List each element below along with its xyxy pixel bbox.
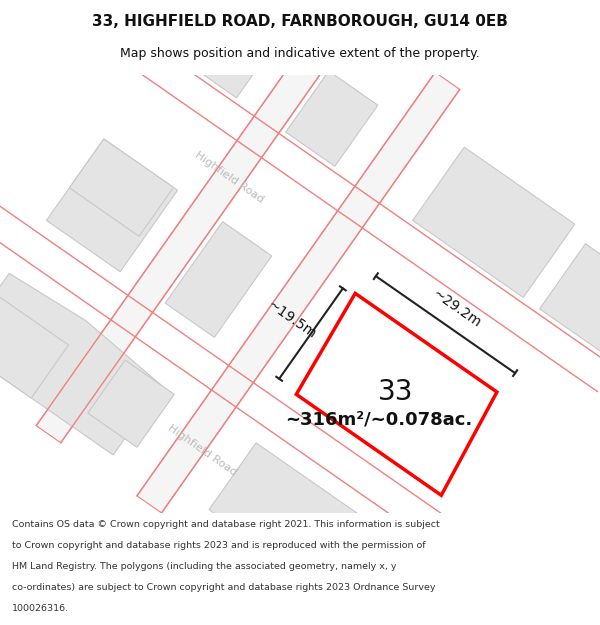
Polygon shape [413,147,575,298]
Polygon shape [175,0,285,98]
Polygon shape [209,442,362,584]
Polygon shape [430,575,552,625]
Text: Highfield Road: Highfield Road [193,150,265,205]
Polygon shape [88,360,174,448]
Text: Map shows position and indicative extent of the property.: Map shows position and indicative extent… [120,48,480,61]
Text: ~316m²/~0.078ac.: ~316m²/~0.078ac. [285,410,472,428]
Text: to Crown copyright and database rights 2023 and is reproduced with the permissio: to Crown copyright and database rights 2… [12,541,425,550]
Text: 33, HIGHFIELD ROAD, FARNBOROUGH, GU14 0EB: 33, HIGHFIELD ROAD, FARNBOROUGH, GU14 0E… [92,14,508,29]
Text: Highfield Road: Highfield Road [166,422,238,478]
Text: 33: 33 [378,378,413,406]
Polygon shape [70,139,173,236]
Text: ~19.5m: ~19.5m [265,298,319,341]
Polygon shape [0,273,162,455]
Polygon shape [0,294,68,398]
Text: Contains OS data © Crown copyright and database right 2021. This information is : Contains OS data © Crown copyright and d… [12,521,440,529]
Polygon shape [46,139,178,272]
Text: 100026316.: 100026316. [12,604,69,612]
Text: co-ordinates) are subject to Crown copyright and database rights 2023 Ordnance S: co-ordinates) are subject to Crown copyr… [12,582,436,592]
Polygon shape [296,293,497,495]
Polygon shape [165,222,272,338]
Polygon shape [335,534,445,625]
Text: HM Land Registry. The polygons (including the associated geometry, namely x, y: HM Land Registry. The polygons (includin… [12,562,397,571]
Polygon shape [286,71,378,166]
Text: ~29.2m: ~29.2m [430,287,484,330]
Polygon shape [137,72,460,513]
Polygon shape [36,2,359,442]
Polygon shape [539,244,600,360]
